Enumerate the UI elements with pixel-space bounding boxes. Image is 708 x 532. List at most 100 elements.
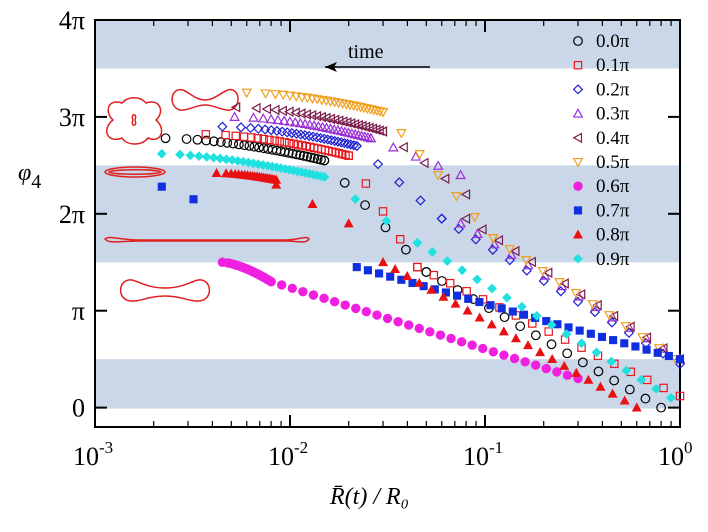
data-point xyxy=(356,130,367,140)
data-point xyxy=(316,111,326,123)
data-point xyxy=(664,351,673,361)
data-point xyxy=(403,320,414,330)
data-point xyxy=(277,105,287,117)
data-point xyxy=(260,89,271,99)
data-point xyxy=(606,356,617,367)
data-point xyxy=(368,105,380,116)
data-point xyxy=(319,293,329,304)
data-point xyxy=(201,135,212,146)
time-label: time xyxy=(348,41,384,63)
plot-frame xyxy=(94,19,681,428)
data-point xyxy=(239,132,249,141)
data-point xyxy=(201,152,212,162)
x-tick-exponent: -2 xyxy=(294,438,308,457)
legend: 0.0π 0.1π 0.2π 0.3π 0.4π 0.5π 0.6π 0.7π 0.8π 0.9π xyxy=(572,31,630,270)
data-point xyxy=(270,90,281,100)
data-point xyxy=(371,106,383,117)
data-point xyxy=(359,131,371,141)
data-point xyxy=(653,348,662,357)
data-point xyxy=(546,339,557,350)
data-point xyxy=(603,311,615,321)
data-point xyxy=(269,104,280,116)
data-point xyxy=(175,149,185,160)
data-point xyxy=(414,150,426,160)
data-point xyxy=(348,140,359,151)
data-point xyxy=(541,363,551,374)
data-point xyxy=(464,294,473,303)
data-point xyxy=(462,305,473,315)
data-point xyxy=(621,365,632,376)
data-point xyxy=(620,339,629,348)
shape-dumbbell-upper-icon xyxy=(171,89,239,111)
data-point xyxy=(319,172,330,182)
data-point xyxy=(575,288,586,300)
data-point xyxy=(311,110,322,122)
data-point xyxy=(349,118,360,130)
data-point xyxy=(552,367,562,377)
data-point xyxy=(311,132,322,143)
data-point xyxy=(510,333,521,343)
data-point xyxy=(508,307,517,316)
data-point xyxy=(265,135,274,145)
data-point xyxy=(435,330,446,340)
data-point xyxy=(515,321,526,332)
data-point xyxy=(344,100,356,111)
data-point xyxy=(345,118,356,129)
data-point xyxy=(275,137,284,146)
legend-label: 0.5π xyxy=(596,152,630,173)
data-point xyxy=(475,297,484,307)
data-point xyxy=(340,100,352,110)
legend-label: 0.9π xyxy=(596,249,630,270)
data-point xyxy=(280,137,289,147)
data-point xyxy=(303,130,315,142)
data-point xyxy=(272,114,284,125)
data-point xyxy=(189,195,198,204)
data-point xyxy=(637,333,648,343)
data-point xyxy=(456,337,467,347)
data-point xyxy=(460,189,471,200)
data-point xyxy=(595,381,606,391)
data-point xyxy=(609,336,618,345)
series-8 xyxy=(211,167,642,412)
data-point xyxy=(489,238,500,249)
data-point xyxy=(414,277,425,287)
data-point xyxy=(181,134,192,144)
data-point xyxy=(597,332,607,342)
data-point xyxy=(253,123,264,134)
data-point xyxy=(209,136,219,147)
data-point xyxy=(427,247,438,257)
data-point xyxy=(337,116,348,127)
data-point xyxy=(342,138,353,149)
data-point xyxy=(455,169,466,180)
series-0 xyxy=(160,133,667,413)
data-point xyxy=(487,283,497,294)
data-point xyxy=(505,249,517,259)
data-point xyxy=(378,257,389,267)
data-point xyxy=(498,326,509,336)
legend-marker xyxy=(573,60,583,70)
shape-four-lobed-icon xyxy=(106,97,163,145)
x-tick-base: 10 xyxy=(268,442,294,471)
data-point xyxy=(562,348,573,359)
data-point xyxy=(520,256,532,266)
data-point xyxy=(253,134,263,143)
data-point xyxy=(470,234,481,245)
data-point xyxy=(414,323,424,334)
data-point xyxy=(453,223,464,235)
data-point xyxy=(531,310,542,321)
data-point xyxy=(382,313,393,324)
data-point xyxy=(625,321,635,333)
data-point xyxy=(241,88,253,99)
data-point xyxy=(445,278,455,288)
data-point xyxy=(542,317,551,326)
x-tick-label: 10-1 xyxy=(463,438,503,471)
data-point xyxy=(185,150,196,161)
data-point xyxy=(537,267,549,277)
data-point xyxy=(305,152,316,163)
data-point xyxy=(261,103,272,115)
data-point xyxy=(329,97,340,108)
data-point xyxy=(325,113,335,125)
data-point xyxy=(308,290,319,300)
y-axis-label-subscript: 4 xyxy=(31,171,41,193)
data-point xyxy=(388,141,399,152)
